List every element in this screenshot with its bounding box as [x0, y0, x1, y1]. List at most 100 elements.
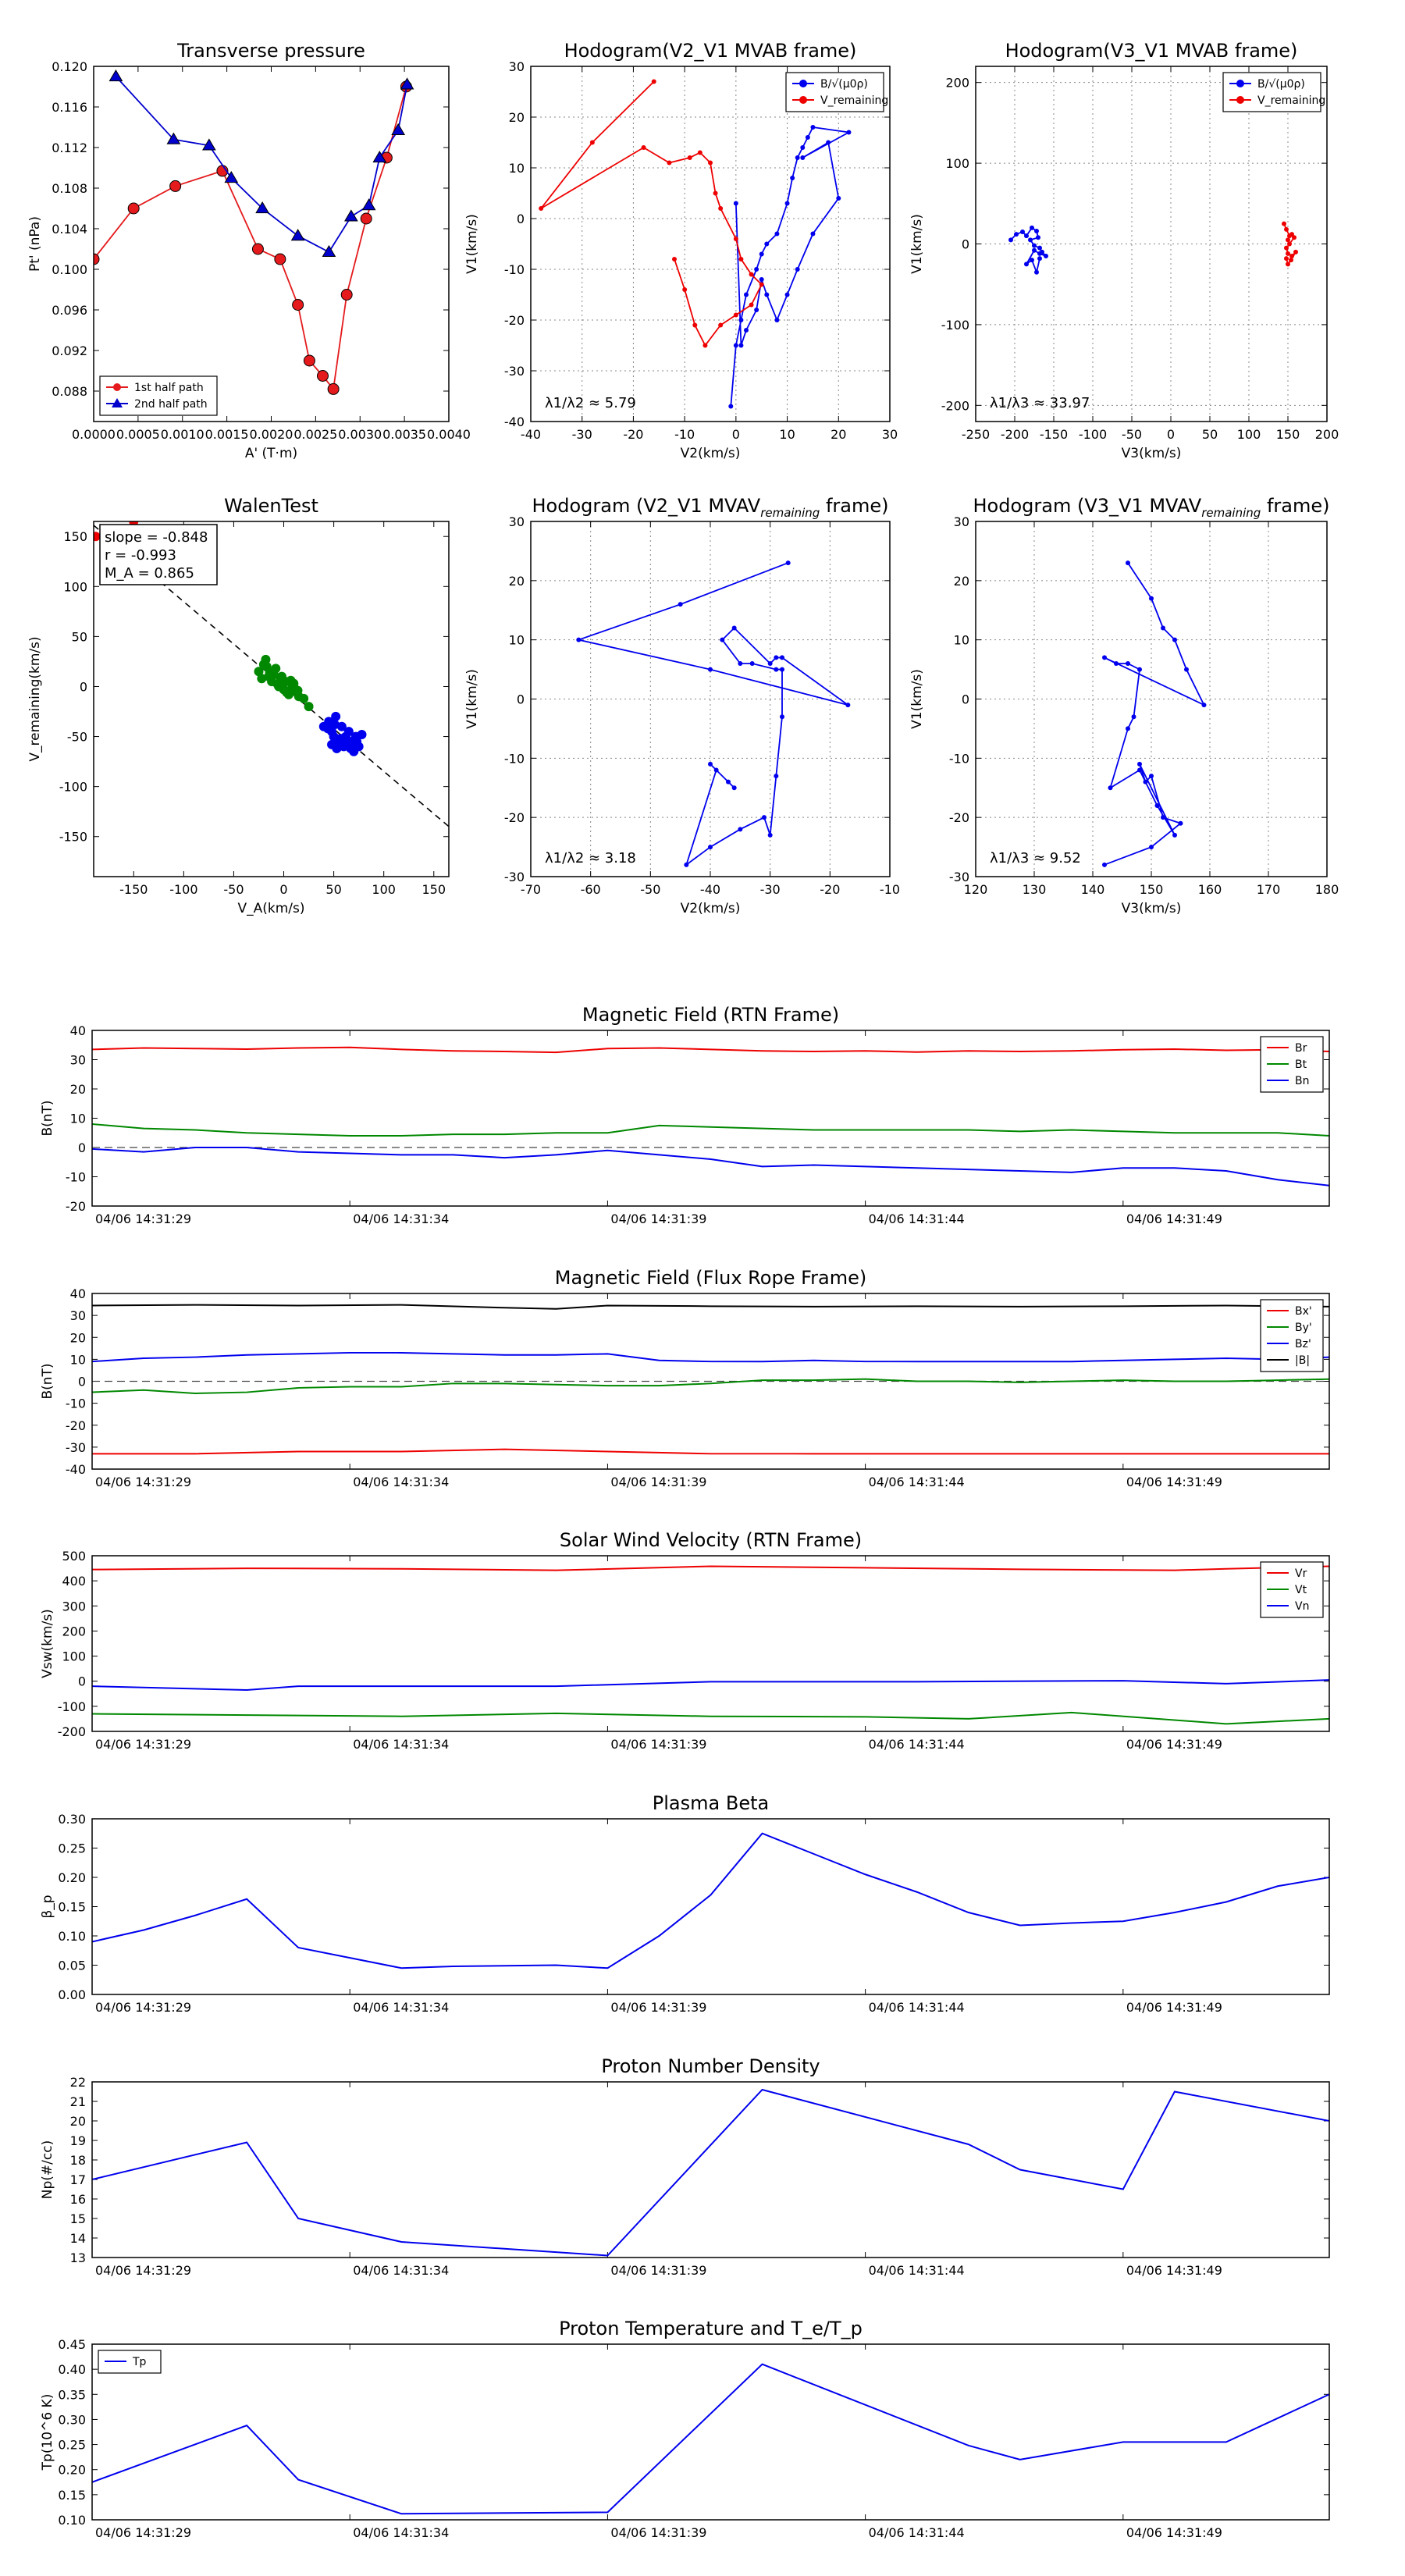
series-v-point	[1131, 714, 1136, 720]
series-v-point	[767, 832, 773, 838]
x-tick-label: 04/06 14:31:34	[353, 1475, 449, 1489]
series-v-remaining-point	[1282, 221, 1286, 226]
legend-label: Bx'	[1295, 1305, 1312, 1318]
x-tick-label: 04/06 14:31:44	[869, 2263, 965, 2278]
series-green-point	[299, 693, 309, 703]
series-b-0--point	[733, 343, 738, 348]
x-tick-label: -50	[640, 882, 660, 897]
series-blue-point	[347, 738, 357, 749]
series-v-point	[708, 667, 713, 672]
series-v-point	[731, 625, 737, 631]
series-b-0--point	[774, 318, 780, 322]
annotation-box	[99, 524, 218, 585]
y-tick-label: 30	[70, 1308, 86, 1323]
chart-annotation: λ1/λ2 ≈ 5.79	[545, 395, 636, 411]
x-tick-label: 04/06 14:31:34	[353, 1212, 449, 1226]
x-tick-label: 100	[372, 882, 396, 897]
series-1st-half-path-point	[251, 243, 264, 255]
plot-frame	[530, 521, 891, 877]
series-b-0--point	[784, 292, 790, 297]
x-tick-label: 0.0020	[250, 427, 293, 442]
series-blue-point	[332, 743, 342, 753]
y-tick-label: -200	[941, 398, 969, 413]
y-tick-label: 0.30	[58, 1812, 86, 1827]
x-tick-label: -10	[880, 882, 900, 897]
plot-background	[531, 66, 890, 422]
chart-title: WalenTest	[224, 495, 318, 517]
plot-background	[92, 2082, 1329, 2258]
series-b-0--point	[1028, 237, 1033, 243]
x-tick-label: 04/06 14:31:29	[95, 1212, 191, 1226]
series-b-0--point	[836, 196, 841, 201]
plot-frame	[91, 1293, 1330, 1470]
series-v-point	[731, 785, 737, 791]
x-tick-label: 04/06 14:31:49	[1126, 2263, 1222, 2278]
series-b-0--point	[754, 267, 759, 272]
series-v-point	[1137, 761, 1142, 767]
x-tick-label: 04/06 14:31:39	[610, 2525, 706, 2540]
y-tick-label: 18	[70, 2153, 86, 2168]
series-b-0--point	[810, 125, 816, 130]
x-tick-label: -40	[700, 882, 720, 897]
legend-label: |B|	[1295, 1354, 1310, 1367]
series-v-point	[1161, 625, 1165, 631]
x-axis-label: V3(km/s)	[1122, 446, 1182, 461]
legend-marker	[799, 80, 807, 87]
y-axis-label: V1(km/s)	[464, 669, 480, 729]
x-tick-label: 04/06 14:31:49	[1126, 2525, 1222, 2540]
plot-background	[92, 1819, 1329, 1994]
series-v-remaining-point	[1286, 262, 1290, 267]
y-tick-label: 0	[78, 1375, 86, 1389]
x-tick-label: 04/06 14:31:44	[869, 1475, 965, 1489]
y-tick-label: 13	[70, 2250, 86, 2265]
series-1st-half-path-point	[303, 354, 315, 367]
series-v-remaining-point	[672, 257, 677, 262]
series-b-0--point	[790, 176, 795, 180]
series-1st-half-path-point	[316, 370, 329, 382]
series-2nd-half-path-point	[372, 151, 387, 163]
x-axis-label: V2(km/s)	[681, 901, 741, 916]
series-b-0--point	[1037, 256, 1042, 262]
legend-label: B/√(μ0ρ)	[1257, 78, 1305, 91]
series-v-remaining-point	[539, 206, 544, 211]
series-v-point	[1172, 832, 1177, 838]
series-v-remaining-point	[713, 190, 718, 196]
y-tick-label: -30	[66, 1440, 86, 1455]
series-b-0--point	[754, 308, 759, 312]
series-vn-line	[92, 1679, 1329, 1691]
chart-title: Magnetic Field (Flux Rope Frame)	[555, 1267, 866, 1289]
series-b-0--point	[1032, 247, 1037, 253]
x-axis-label: A' (T·m)	[245, 446, 297, 461]
series-1st-half-path-point	[94, 253, 100, 265]
plot-frame	[91, 1030, 1330, 1207]
y-tick-label: 30	[509, 59, 525, 74]
series-vr-line	[92, 1565, 1329, 1571]
series-v-point	[780, 655, 784, 660]
x-tick-label: 180	[1315, 882, 1339, 897]
series-b-0--point	[784, 201, 790, 206]
plot-frame	[91, 1555, 1330, 1732]
series-v-point	[720, 637, 725, 642]
legend-label: B/√(μ0ρ)	[820, 78, 868, 91]
y-tick-label: -50	[67, 730, 87, 745]
x-tick-label: 04/06 14:31:49	[1126, 1475, 1222, 1489]
x-tick-label: 04/06 14:31:49	[1126, 1737, 1222, 1752]
chart-title: Plasma Beta	[653, 1792, 769, 1814]
series-blue-point	[331, 711, 341, 721]
series-v-remaining-point	[718, 322, 724, 328]
legend-label: Br	[1295, 1042, 1307, 1055]
x-tick-label: 120	[964, 882, 988, 897]
y-axis-label: V1(km/s)	[909, 214, 925, 274]
y-tick-label: -10	[504, 262, 525, 277]
series-bn-line	[92, 1147, 1329, 1187]
chart-title: Proton Number Density	[601, 2055, 820, 2077]
series-2nd-half-path-point	[166, 132, 181, 144]
x-tick-label: 170	[1257, 882, 1281, 897]
annotation-line: M_A = 0.865	[105, 565, 194, 582]
legend-marker	[799, 96, 807, 104]
y-tick-label: 20	[70, 1330, 86, 1345]
series-blue-point	[340, 735, 350, 745]
series-green-point	[261, 661, 272, 671]
y-tick-label: 0.116	[52, 100, 87, 115]
series-v-point	[1149, 774, 1154, 779]
